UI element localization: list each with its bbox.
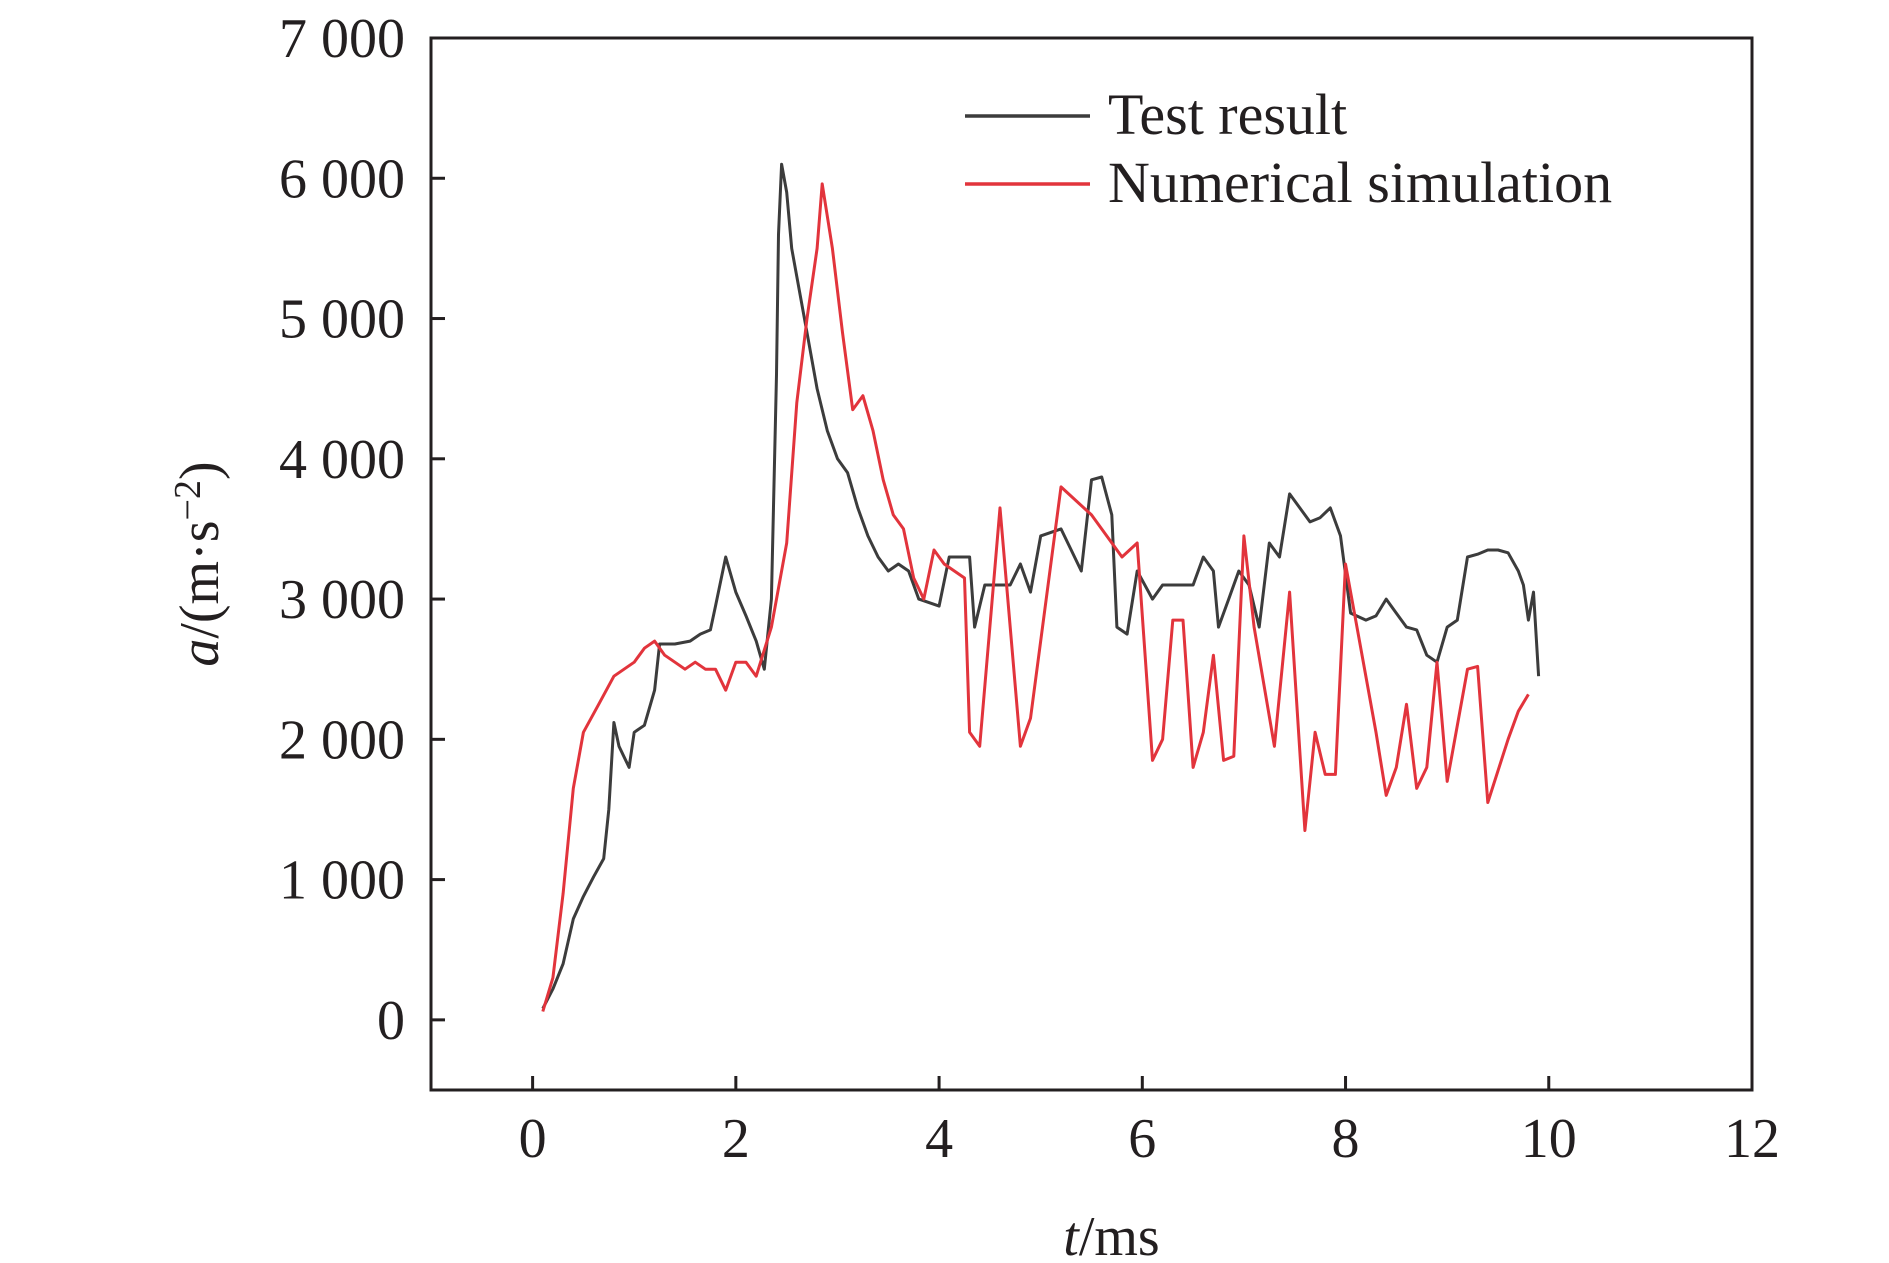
plot-area-frame xyxy=(429,36,1754,1092)
y-axis-ticks: 0 1 000 2 000 3 000 4 000 5 000 6 000 7 000 xyxy=(279,8,445,1052)
y-tick-label: 2 000 xyxy=(279,709,405,771)
x-axis-title-rest: /ms xyxy=(1079,1206,1160,1263)
x-tick-label: 6 xyxy=(1128,1108,1156,1170)
legend-label-numerical-simulation: Numerical simulation xyxy=(1108,150,1612,215)
y-tick-label: 1 000 xyxy=(279,850,405,912)
y-tick-label: 6 000 xyxy=(279,148,405,210)
y-tick-label: 5 000 xyxy=(279,289,405,351)
x-tick-label: 8 xyxy=(1332,1108,1360,1170)
y-axis-title-italic: a xyxy=(169,639,231,667)
y-tick-label: 3 000 xyxy=(279,569,405,631)
y-axis-title-close: ) xyxy=(169,461,231,480)
y-axis-title-rest: /(m·s xyxy=(169,520,231,638)
series-line-test-result xyxy=(541,162,1541,1010)
y-axis-title-superscript: −2 xyxy=(167,480,209,520)
x-axis-ticks: 0 2 4 6 8 10 12 xyxy=(519,1076,1780,1170)
x-tick-label: 4 xyxy=(925,1108,953,1170)
x-tick-label: 0 xyxy=(519,1108,547,1170)
legend: Test result Numerical simulation xyxy=(965,82,1612,215)
series-layer xyxy=(541,162,1541,1012)
y-axis-title: a/(m·s−2) xyxy=(167,461,231,666)
series-line-numerical-simulation xyxy=(541,182,1530,1012)
legend-label-test-result: Test result xyxy=(1108,82,1347,147)
x-axis-title-italic: t xyxy=(1063,1206,1080,1263)
x-tick-label: 12 xyxy=(1724,1108,1780,1170)
x-tick-label: 2 xyxy=(722,1108,750,1170)
x-tick-label: 10 xyxy=(1521,1108,1577,1170)
x-axis-title: t/ms xyxy=(1063,1206,1159,1263)
y-tick-label: 0 xyxy=(377,990,405,1052)
y-tick-label: 7 000 xyxy=(279,8,405,70)
y-tick-label: 4 000 xyxy=(279,429,405,491)
